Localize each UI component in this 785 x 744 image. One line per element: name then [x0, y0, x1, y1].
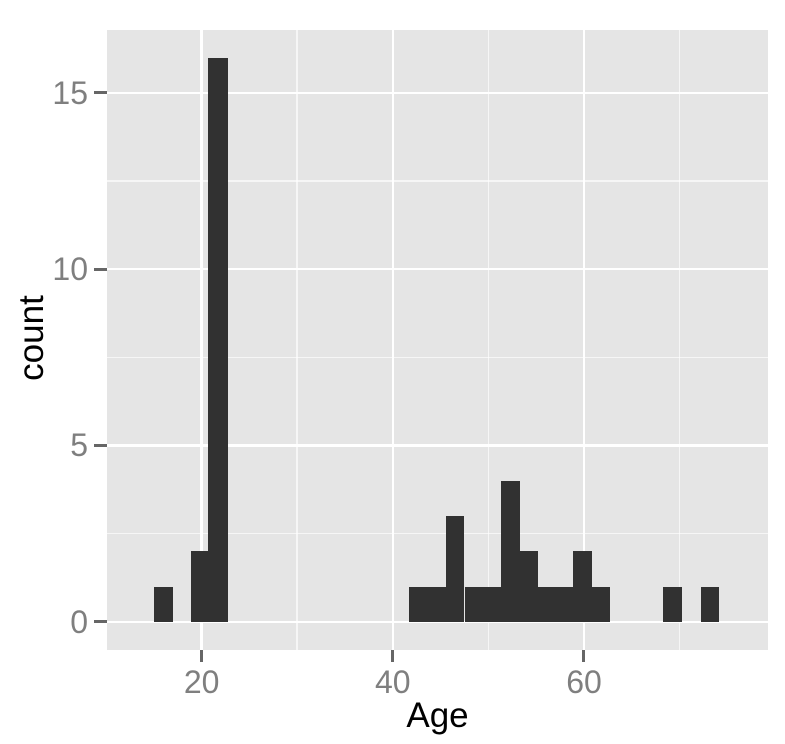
histogram-bar — [519, 551, 539, 622]
gridline-minor-horizontal — [107, 532, 768, 535]
histogram-bar — [483, 586, 501, 622]
y-axis-tick — [94, 443, 107, 447]
y-tick-label: 10 — [52, 251, 88, 288]
histogram-bar — [663, 586, 683, 622]
histogram-bar — [538, 586, 558, 622]
y-tick-label: 5 — [70, 427, 88, 464]
y-axis-tick — [94, 91, 107, 95]
x-axis-tick — [200, 650, 204, 662]
y-tick-label: 15 — [52, 74, 88, 111]
gridline-minor-horizontal — [107, 180, 768, 182]
histogram-bar — [557, 586, 573, 622]
x-tick-label: 60 — [566, 664, 602, 700]
gridline-minor-vertical — [678, 30, 681, 650]
histogram-bar — [409, 586, 429, 622]
x-tick-label: 40 — [375, 664, 411, 700]
x-tick-label: 20 — [183, 664, 220, 700]
histogram-bar — [700, 586, 719, 622]
gridline-minor-horizontal — [107, 356, 768, 359]
y-axis-tick — [94, 267, 107, 271]
y-axis-tick — [94, 620, 107, 624]
histogram-bar — [208, 57, 229, 622]
x-axis-tick — [391, 650, 395, 662]
x-axis-title: Age — [406, 696, 469, 735]
gridline-minor-vertical — [296, 30, 298, 650]
gridline-major-vertical — [582, 30, 586, 650]
gridline-major-horizontal — [107, 620, 768, 624]
gridline-minor-vertical — [487, 30, 490, 650]
gridline-major-horizontal — [107, 267, 768, 271]
histogram-bar — [191, 551, 209, 622]
histogram-bar — [500, 480, 520, 622]
histogram-bar — [446, 515, 465, 622]
gridline-major-vertical — [200, 30, 203, 650]
gridline-major-horizontal — [107, 444, 768, 447]
y-tick-label: 0 — [70, 603, 88, 640]
histogram-bar — [428, 586, 447, 622]
histogram-bar — [591, 586, 610, 622]
plot-panel — [107, 30, 768, 650]
x-axis-tick — [582, 650, 586, 662]
histogram-bar — [153, 586, 173, 622]
histogram-bar — [464, 586, 484, 622]
gridline-major-horizontal — [107, 91, 768, 95]
gridline-major-vertical — [391, 30, 395, 650]
histogram-bar — [572, 551, 592, 622]
